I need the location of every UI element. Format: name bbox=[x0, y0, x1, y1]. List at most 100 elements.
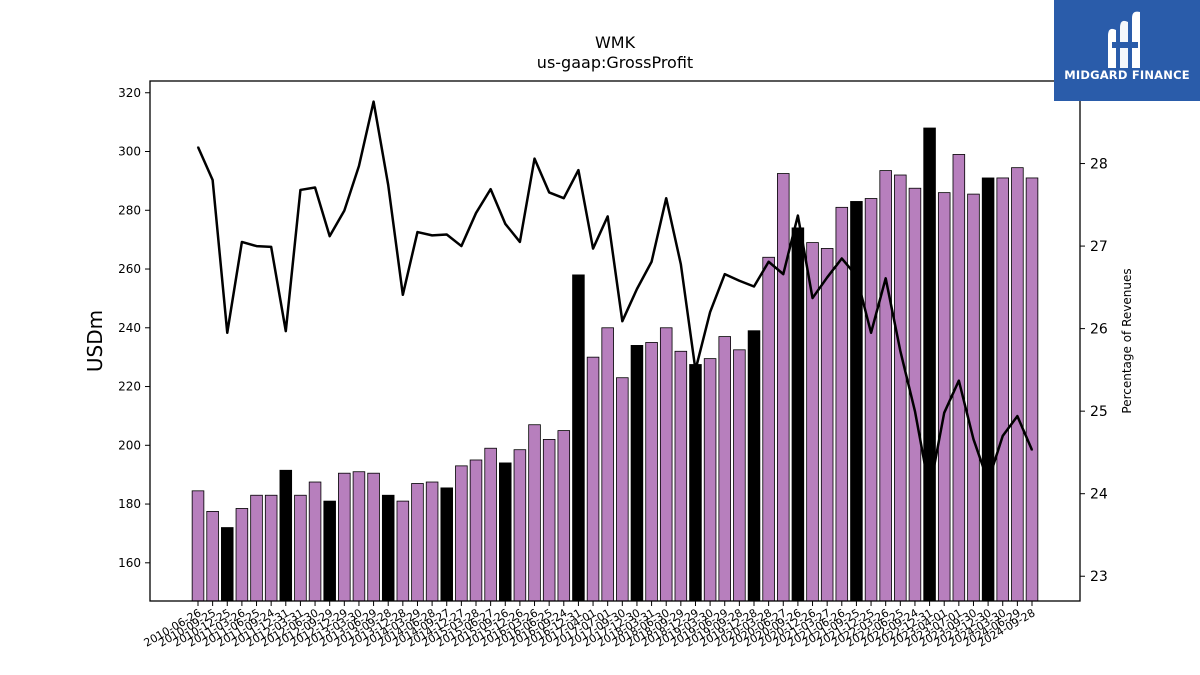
bar bbox=[1011, 167, 1024, 602]
line-point bbox=[314, 186, 316, 189]
line-point bbox=[197, 146, 199, 148]
line-point bbox=[884, 277, 887, 280]
line-point bbox=[431, 234, 433, 237]
line-point bbox=[694, 369, 697, 371]
line-point bbox=[445, 233, 448, 236]
line-point bbox=[328, 235, 331, 237]
bar bbox=[396, 500, 410, 602]
y2-tick-label: 23 bbox=[1090, 569, 1108, 585]
bar bbox=[411, 483, 424, 602]
bar bbox=[850, 201, 863, 602]
chart-subtitle: us-gaap:GrossProfit bbox=[537, 53, 693, 72]
bar bbox=[235, 508, 249, 602]
line-point bbox=[387, 184, 390, 186]
bar bbox=[425, 481, 439, 602]
line-point bbox=[211, 179, 214, 181]
y-axis-label: USDm bbox=[83, 310, 107, 372]
bar bbox=[616, 377, 629, 602]
bar bbox=[733, 349, 746, 602]
line-point bbox=[372, 100, 375, 103]
bar bbox=[835, 206, 849, 602]
y2-tick-label: 27 bbox=[1090, 239, 1108, 255]
bar bbox=[586, 356, 600, 602]
line-point bbox=[1031, 449, 1033, 451]
bar bbox=[879, 170, 892, 602]
bar bbox=[689, 364, 702, 602]
bar bbox=[645, 342, 658, 602]
line-point bbox=[416, 231, 419, 233]
bar bbox=[308, 481, 322, 602]
bar bbox=[996, 177, 1009, 602]
line-point bbox=[797, 214, 799, 217]
bar bbox=[206, 510, 219, 602]
bar bbox=[221, 527, 234, 602]
line-point bbox=[636, 288, 638, 290]
y-tick-label: 240 bbox=[118, 321, 141, 335]
line-point bbox=[1016, 415, 1019, 417]
line-point bbox=[899, 350, 902, 352]
bar bbox=[674, 350, 688, 602]
line-point bbox=[358, 165, 360, 167]
bar bbox=[367, 472, 380, 602]
line-point bbox=[621, 320, 624, 322]
bar bbox=[499, 462, 512, 602]
bar bbox=[747, 330, 761, 602]
line-point bbox=[738, 279, 741, 282]
y-tick-label: 320 bbox=[118, 86, 141, 100]
bar bbox=[294, 494, 307, 602]
bar bbox=[718, 336, 731, 602]
bar bbox=[469, 459, 483, 602]
logo-mark-icon bbox=[1108, 11, 1140, 68]
line-point bbox=[519, 241, 521, 243]
line-point bbox=[928, 489, 931, 492]
bar bbox=[528, 424, 541, 602]
bar-group bbox=[191, 127, 1039, 602]
line-point bbox=[709, 311, 711, 313]
y-axis-left: 160 180 200 220 240 260 280 300 320 bbox=[118, 86, 150, 570]
y2-tick-label: 25 bbox=[1090, 404, 1108, 420]
bar bbox=[820, 248, 834, 602]
bar bbox=[762, 256, 775, 602]
line-point bbox=[1001, 435, 1004, 437]
bar bbox=[777, 173, 790, 602]
line-point bbox=[402, 293, 404, 296]
line-point bbox=[270, 246, 272, 248]
line-point bbox=[914, 410, 916, 412]
line-point bbox=[826, 276, 828, 279]
bar bbox=[557, 430, 571, 602]
line-point bbox=[943, 412, 946, 414]
bar bbox=[791, 227, 805, 602]
bar bbox=[572, 274, 585, 602]
brand-logo: MIDGARD FINANCE bbox=[1054, 0, 1200, 101]
line-point bbox=[972, 438, 975, 441]
line-point bbox=[753, 285, 755, 288]
bar bbox=[703, 358, 717, 602]
bar bbox=[279, 469, 293, 602]
line-point bbox=[533, 157, 536, 160]
bar bbox=[381, 494, 395, 602]
line-point bbox=[343, 209, 346, 212]
bar bbox=[455, 465, 468, 602]
bar bbox=[484, 447, 497, 602]
y2-tick-label: 28 bbox=[1090, 157, 1108, 173]
bar bbox=[659, 327, 673, 602]
line-point bbox=[855, 274, 858, 277]
bar bbox=[250, 494, 263, 602]
y2-tick-label: 26 bbox=[1090, 322, 1108, 338]
line-point bbox=[577, 169, 580, 171]
bar bbox=[952, 154, 966, 602]
line-point bbox=[460, 245, 463, 247]
y-tick-label: 200 bbox=[118, 438, 141, 452]
line-point bbox=[226, 331, 229, 334]
bar bbox=[864, 198, 878, 602]
bar bbox=[542, 439, 556, 602]
line-point bbox=[489, 188, 492, 190]
bar bbox=[630, 345, 644, 602]
line-point bbox=[782, 273, 785, 275]
bar bbox=[923, 127, 936, 602]
line-point bbox=[665, 197, 668, 200]
line-point bbox=[606, 215, 609, 218]
bar bbox=[191, 490, 205, 602]
bar bbox=[323, 500, 336, 602]
line-point bbox=[840, 257, 843, 260]
